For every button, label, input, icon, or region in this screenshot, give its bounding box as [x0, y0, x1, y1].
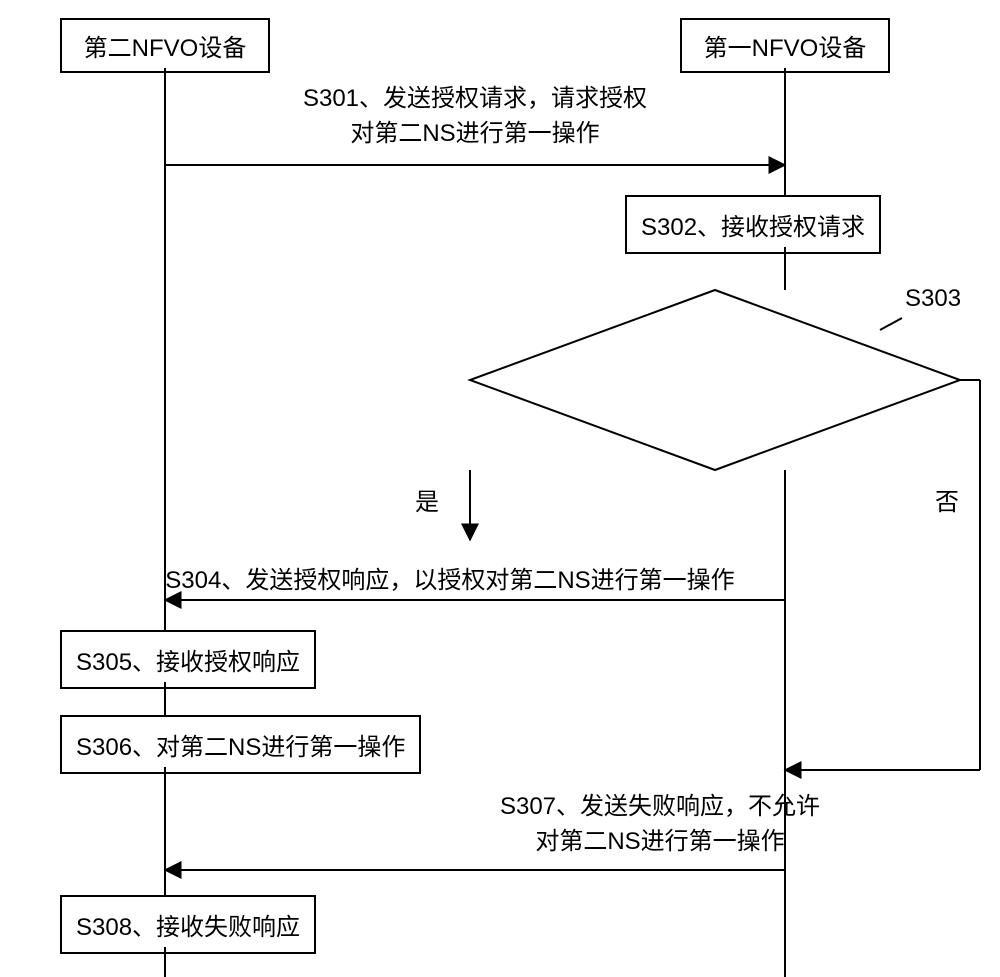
s301-line1: S301、发送授权请求，请求授权: [220, 82, 730, 117]
s305-text: S305、接收授权响应: [76, 649, 300, 676]
s307-label: S307、发送失败响应，不允许 对第二NS进行第一操作: [430, 790, 890, 860]
s307-line1: S307、发送失败响应，不允许: [430, 790, 890, 825]
s301-line2: 对第二NS进行第一操作: [220, 117, 730, 152]
s307-line2: 对第二NS进行第一操作: [430, 825, 890, 860]
s301-label: S301、发送授权请求，请求授权 对第二NS进行第一操作: [220, 82, 730, 152]
lifeline-second-nfvo-label: 第二NFVO设备: [84, 28, 247, 63]
s306-text: S306、对第二NS进行第一操作: [76, 734, 405, 761]
decision-yes-label: 是: [415, 482, 439, 517]
s308-text: S308、接收失败响应: [76, 914, 300, 941]
s303-decision-text: 判断 第一NS的资源是否满足对第 二NS进行第一操作: [515, 330, 915, 438]
s305-box: S305、接收授权响应: [60, 630, 316, 689]
s303-line3: 二NS进行第一操作: [515, 402, 915, 438]
lifeline-first-nfvo: 第一NFVO设备: [680, 18, 890, 73]
sequence-diagram: 第二NFVO设备 第一NFVO设备 S301、发送授权请求，请求授权 对第二NS…: [0, 0, 1000, 977]
s303-line1: 判断: [515, 330, 915, 366]
lifeline-first-nfvo-label: 第一NFVO设备: [704, 28, 867, 63]
s303-line2: 第一NS的资源是否满足对第: [515, 366, 915, 402]
lifeline-second-nfvo: 第二NFVO设备: [60, 18, 270, 73]
s302-box: S302、接收授权请求: [625, 195, 881, 254]
decision-no-label: 否: [935, 482, 959, 517]
s308-box: S308、接收失败响应: [60, 895, 316, 954]
s302-text: S302、接收授权请求: [641, 214, 865, 241]
s306-box: S306、对第二NS进行第一操作: [60, 715, 421, 774]
s303-tag: S303: [905, 285, 961, 313]
s304-label: S304、发送授权响应，以授权对第二NS进行第一操作: [120, 560, 780, 595]
